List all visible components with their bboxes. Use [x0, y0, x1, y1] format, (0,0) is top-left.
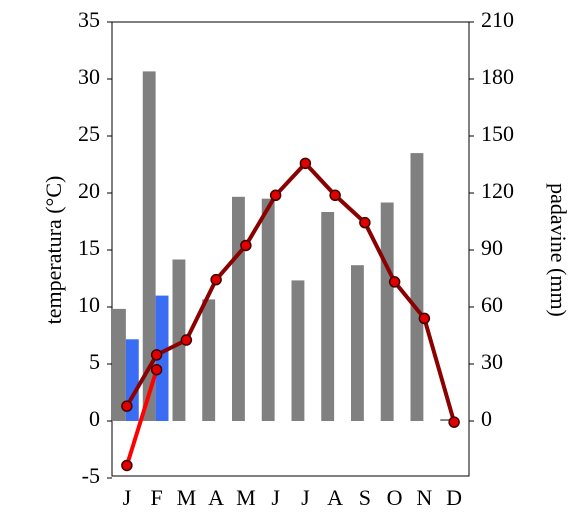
y-tick-label: 0: [89, 406, 100, 431]
x-tick-label: M: [236, 485, 256, 510]
x-tick-label: N: [416, 485, 432, 510]
y-tick-label: 15: [78, 235, 100, 260]
y-tick-label: 10: [78, 292, 100, 317]
point: [329, 189, 341, 202]
x-tick-label: A: [327, 485, 343, 510]
point: [180, 334, 193, 346]
y2-tick-label: 180: [481, 64, 514, 89]
y2-tick-label: 90: [481, 235, 503, 260]
y-tick-label: 20: [78, 178, 100, 203]
y2-tick-label: 60: [481, 292, 503, 317]
point: [240, 239, 252, 252]
y-axis-label: temperatura (°C): [41, 176, 66, 325]
point: [359, 216, 371, 229]
line: [124, 369, 159, 467]
bar: [261, 198, 275, 421]
bar: [142, 71, 156, 422]
point: [150, 349, 163, 361]
bar: [410, 153, 424, 421]
y2-axis-label: padavine (mm): [546, 183, 571, 317]
y-tick-label: 35: [78, 7, 100, 32]
x-tick-label: S: [359, 485, 371, 510]
point: [448, 416, 460, 428]
x-tick-label: A: [208, 485, 224, 510]
x-tick-label: F: [151, 485, 163, 510]
point: [121, 459, 133, 472]
bar: [172, 259, 186, 421]
point: [299, 157, 312, 170]
bar: [440, 419, 454, 421]
y-tick-label: 30: [78, 64, 100, 89]
bar: [202, 299, 216, 421]
y-tick-label: 25: [78, 121, 100, 146]
bar: [113, 308, 126, 421]
bar: [232, 196, 245, 421]
bar: [291, 280, 305, 421]
point: [418, 312, 431, 325]
y2-tick-label: 120: [481, 178, 514, 203]
y2-tick-label: 30: [481, 349, 503, 374]
plot-frame: [111, 21, 470, 477]
point: [210, 273, 222, 286]
x-tick-label: O: [387, 485, 403, 510]
y2-tick-label: 0: [481, 406, 492, 431]
x-tick-label: D: [446, 485, 462, 510]
y-tick-label: -5: [82, 463, 100, 488]
x-tick-label: J: [301, 485, 310, 510]
point: [150, 363, 163, 376]
bar: [351, 265, 364, 421]
point: [269, 189, 282, 202]
bar: [155, 295, 169, 421]
bar: [380, 202, 394, 421]
point: [121, 400, 133, 412]
x-tick-label: M: [177, 485, 197, 510]
x-tick-label: J: [271, 485, 280, 510]
y2-tick-label: 210: [481, 7, 514, 32]
y-tick-label: 5: [89, 349, 100, 374]
point: [388, 276, 401, 288]
bar: [321, 212, 335, 421]
x-tick-label: J: [123, 485, 132, 510]
y2-tick-label: 150: [481, 121, 514, 146]
